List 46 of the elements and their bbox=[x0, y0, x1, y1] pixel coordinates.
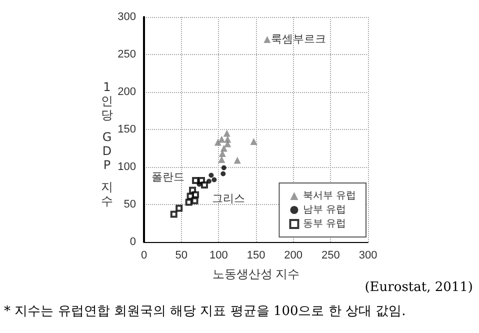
text: (Eurostat, 2011) bbox=[364, 280, 473, 295]
point bbox=[223, 130, 230, 137]
y-tick-label: 250 bbox=[118, 48, 136, 60]
point bbox=[220, 144, 228, 152]
x-tick-label: 0 bbox=[140, 250, 148, 262]
x-tick-label: 150 bbox=[246, 250, 266, 262]
point bbox=[208, 172, 214, 178]
x-axis-title: 노동생산성 지수 bbox=[212, 267, 300, 281]
legend-label: 남부 유럽 bbox=[303, 204, 346, 216]
point bbox=[250, 138, 258, 145]
y-tick-label: 300 bbox=[118, 11, 136, 23]
annotation: 폴란드 bbox=[151, 171, 184, 184]
y-tick-label: 100 bbox=[118, 161, 136, 173]
point bbox=[218, 150, 226, 157]
y-axis-title: 1인당 GDP 지수 bbox=[100, 80, 114, 208]
text: * 지수는 유럽연합 회원국의 해당 지표 평균을 100으로 한 상대 값임. bbox=[4, 303, 406, 320]
point bbox=[196, 182, 202, 187]
y-tick-label: 50 bbox=[124, 198, 136, 210]
point bbox=[176, 204, 183, 212]
x-tick-label: 200 bbox=[284, 250, 303, 262]
x-tick-label: 50 bbox=[175, 250, 188, 262]
point bbox=[212, 177, 217, 182]
point bbox=[185, 198, 192, 206]
point bbox=[224, 140, 232, 148]
point bbox=[234, 156, 241, 164]
point bbox=[170, 210, 178, 218]
point bbox=[221, 165, 226, 170]
point bbox=[192, 177, 200, 184]
x-tick-label: 250 bbox=[321, 250, 340, 262]
y-tick-label: 0 bbox=[130, 236, 136, 248]
x-tick-label: 100 bbox=[209, 250, 228, 262]
point bbox=[206, 178, 212, 184]
legend-label: 동부 유럽 bbox=[303, 218, 346, 230]
point bbox=[264, 36, 271, 43]
point bbox=[200, 182, 208, 188]
annotation: 룩셈부르크 bbox=[271, 34, 326, 46]
y-tick-label: 200 bbox=[118, 86, 136, 98]
point bbox=[218, 136, 226, 143]
x-tick-label: 300 bbox=[358, 250, 378, 262]
point bbox=[214, 138, 222, 146]
y-tick-label: 150 bbox=[118, 124, 136, 136]
point bbox=[220, 171, 226, 176]
point bbox=[218, 156, 226, 163]
legend-label: 북서부 유럽 bbox=[303, 190, 356, 202]
annotation: 그리스 bbox=[212, 192, 246, 205]
point bbox=[191, 197, 198, 204]
